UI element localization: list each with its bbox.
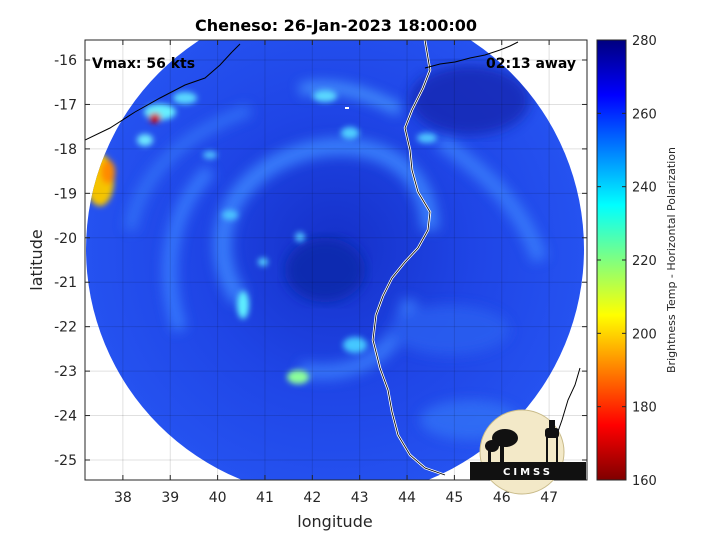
colorbar-tick-label: 160 <box>632 474 657 489</box>
grid <box>85 40 587 480</box>
y-tick-label: -23 <box>54 364 77 380</box>
colorbar-label: Brightness Temp - Horizontal Polarizatio… <box>665 147 678 373</box>
plot-title: Cheneso: 26-Jan-2023 18:00:00 <box>195 16 477 35</box>
x-tick-label: 45 <box>445 490 463 506</box>
water-tower-icon <box>545 428 559 438</box>
colorbar-ticks: 160 180 200 220 240 260 280 <box>597 34 657 489</box>
x-tick-label: 47 <box>540 490 558 506</box>
x-tick-label: 41 <box>256 490 274 506</box>
colorbar-tick-label: 240 <box>632 181 657 196</box>
coastline-north <box>424 41 519 69</box>
colorbar-tick-label: 200 <box>632 327 657 342</box>
x-tick-label: 43 <box>351 490 369 506</box>
y-tick-label: -22 <box>54 320 77 336</box>
colorbar-tick-label: 280 <box>632 34 657 49</box>
x-tick-label: 46 <box>493 490 511 506</box>
y-tick-label: -16 <box>54 53 77 69</box>
vmax-annotation: Vmax: 56 kts <box>92 56 195 72</box>
colorbar-tick-label: 260 <box>632 107 657 122</box>
satellite-dish-icon <box>492 429 518 447</box>
y-tick-label: -25 <box>54 453 77 469</box>
x-axis-label: longitude <box>297 512 372 531</box>
colorbar-tick-label: 180 <box>632 401 657 416</box>
time-away-annotation: 02:13 away <box>486 56 576 72</box>
x-tick-label: 42 <box>303 490 321 506</box>
cimss-logo: CIMSS <box>470 409 586 495</box>
y-tick-label: -18 <box>54 142 77 158</box>
x-tick-label: 39 <box>161 490 179 506</box>
y-tick-label: -21 <box>54 275 77 291</box>
colorbar-tick-label: 220 <box>632 254 657 269</box>
y-tick-label: -20 <box>54 231 77 247</box>
y-tick-label: -24 <box>54 409 77 425</box>
colorbar <box>596 39 627 481</box>
y-tick-label: -17 <box>54 97 77 113</box>
convective-spots <box>203 90 437 384</box>
x-tick-label: 40 <box>209 490 227 506</box>
coastline-mozambique <box>85 51 233 141</box>
x-tick-label: 44 <box>398 490 416 506</box>
y-axis-label: latitude <box>27 229 46 290</box>
eye-region <box>285 238 365 302</box>
x-ticks: 38 39 40 41 42 43 44 45 46 47 <box>114 40 558 506</box>
x-tick-label: 38 <box>114 490 132 506</box>
axes-frame <box>84 39 588 481</box>
y-ticks: -16 -17 -18 -19 -20 -21 -22 -23 -24 -25 <box>54 53 587 469</box>
y-tick-label: -19 <box>54 186 77 202</box>
logo-text: CIMSS <box>503 467 553 478</box>
